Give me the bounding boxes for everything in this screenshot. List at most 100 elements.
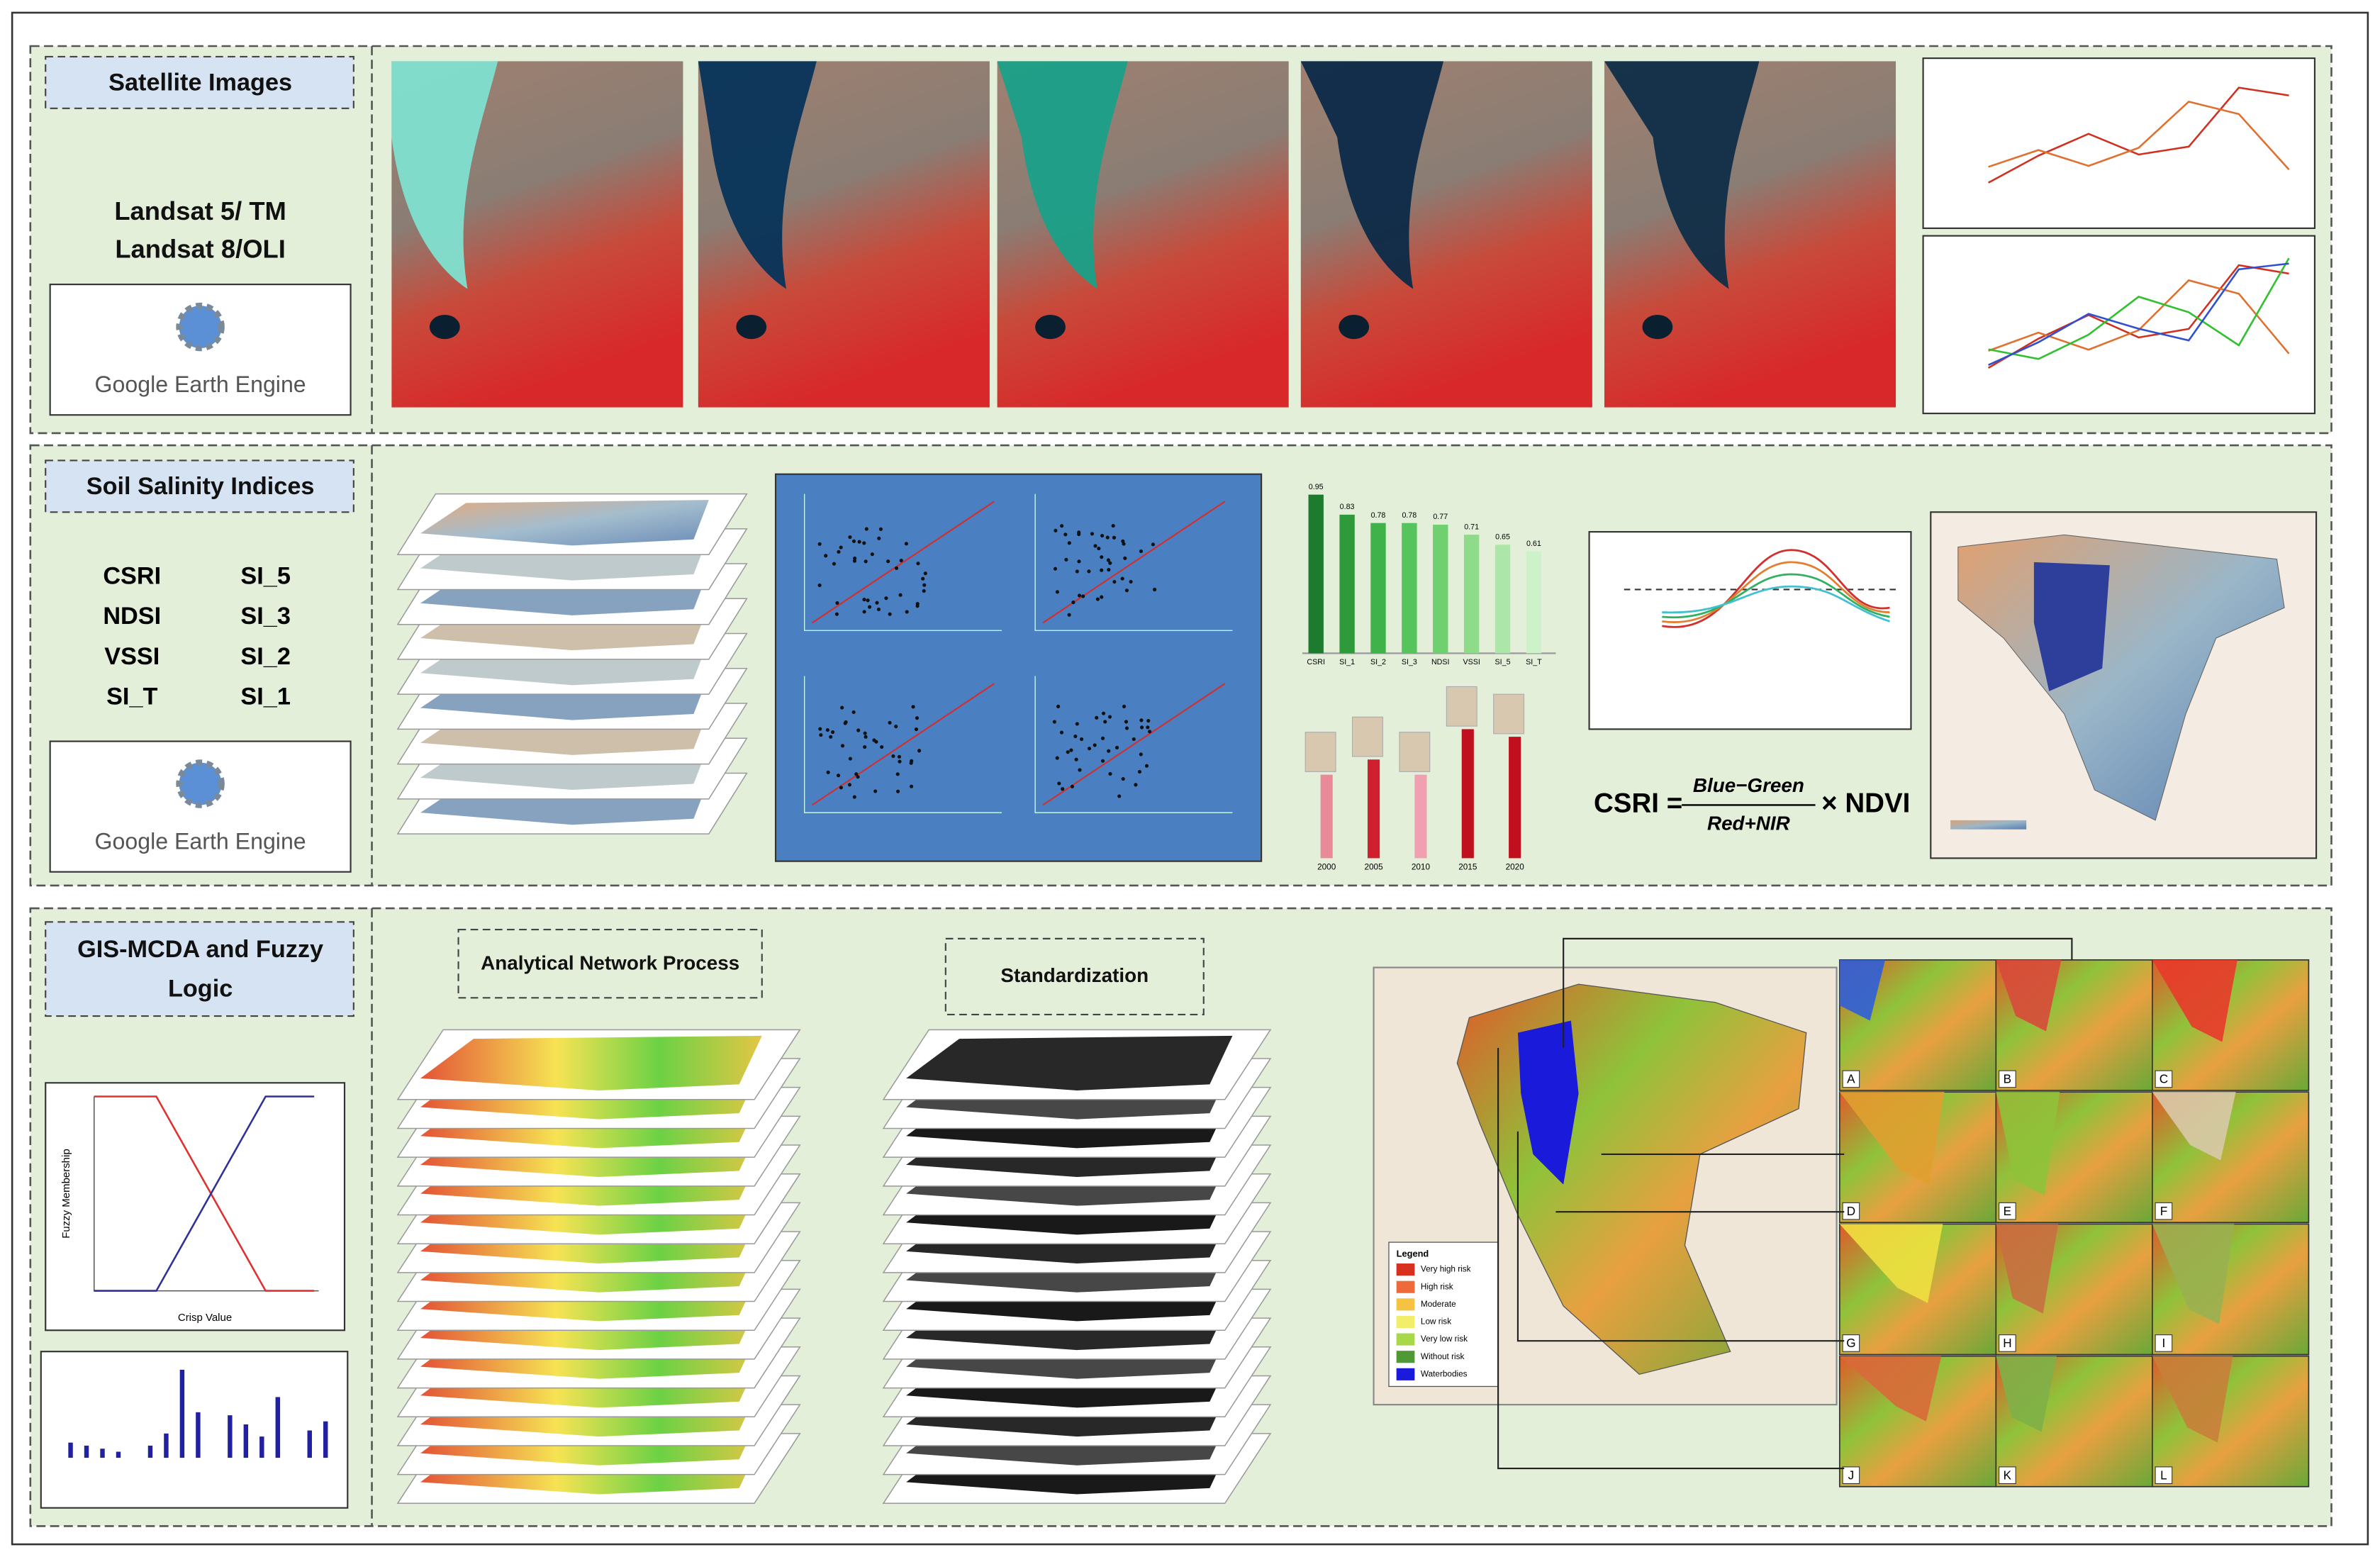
scatter-dot [1055, 590, 1059, 594]
year-bar [1461, 729, 1474, 859]
scatter-dot [1067, 541, 1071, 545]
scatter-dot [1139, 549, 1144, 553]
lake [391, 61, 498, 289]
scatter-dot [1053, 567, 1058, 571]
scatter-dot [829, 735, 833, 739]
scatter-dot [839, 545, 843, 549]
small-lake [1642, 314, 1673, 340]
tile-label-box [2155, 1070, 2173, 1088]
bar-value: 0.95 [1309, 483, 1324, 491]
tile-label-box [1999, 1466, 2016, 1485]
tile-label: B [2004, 1072, 2011, 1086]
bar-label: SI_5 [1495, 658, 1511, 666]
legend-swatch [1396, 1333, 1415, 1346]
formula: Blue−Green [1693, 774, 1804, 796]
mini-line [1988, 100, 2290, 170]
bar-label: SI_1 [1339, 658, 1355, 666]
year-bar [1320, 774, 1333, 859]
scatter-dot [1117, 794, 1122, 798]
scatter-dot [878, 527, 883, 531]
scatter-dot [894, 566, 899, 570]
scatter-dot [1056, 704, 1061, 708]
year-label: 2000 [1317, 862, 1336, 871]
legend-label: Waterbodies [1421, 1369, 1468, 1378]
scatter-dot [1064, 557, 1068, 562]
scatter-dot [1061, 787, 1065, 791]
bar-label: SI_2 [1370, 658, 1386, 666]
tile-feature [1996, 1356, 2057, 1432]
bar-label: CSRI [1307, 658, 1325, 666]
scatter-dot [1108, 771, 1112, 776]
scatter-dot [1066, 750, 1070, 754]
scatter-dot [1124, 720, 1129, 724]
lake [698, 61, 817, 289]
scatter-dot [1080, 737, 1084, 742]
scatter-dot [916, 562, 920, 566]
scatter-dot [1112, 535, 1117, 540]
weight-bar [228, 1415, 233, 1458]
scatter-axes [804, 493, 1002, 631]
bar-label: SI_T [1526, 658, 1542, 666]
scatter-dot [1134, 783, 1138, 787]
scatter-dot [1057, 781, 1061, 786]
scatter-dot [1070, 784, 1075, 788]
tile-label: H [2003, 1336, 2011, 1350]
scatter-dot [1073, 734, 1078, 739]
scatter-dot [832, 562, 837, 566]
scatter-dot [824, 554, 828, 558]
mini-line [1988, 262, 2289, 366]
weight-bar [116, 1451, 121, 1458]
scatter-dot [853, 556, 857, 561]
scatter-dot [921, 576, 925, 581]
scatter-dot [884, 596, 888, 601]
scatter-dot [910, 784, 914, 788]
scatter-dot [847, 783, 851, 787]
panel-title: Soil Salinity Indices [86, 473, 315, 500]
scatter-dot [1075, 569, 1079, 574]
tile-label-box [1842, 1466, 1860, 1485]
tile-feature [2152, 1224, 2235, 1324]
scatter-panel [774, 473, 1263, 862]
tile-label: L [2160, 1468, 2167, 1482]
tile-label: C [2160, 1072, 2168, 1086]
scatter-dot [830, 730, 835, 735]
scatter-dot [876, 607, 881, 612]
tile-label-box [2155, 1466, 2173, 1485]
scatter-dot [844, 720, 848, 725]
mini-chart [1922, 235, 2316, 415]
weight-bar [307, 1430, 312, 1458]
scatter-dot [1063, 532, 1068, 537]
legend-swatch [1396, 1263, 1415, 1276]
scatter-dot [873, 789, 878, 793]
small-lake [429, 314, 460, 340]
scatter-dot [1077, 530, 1081, 535]
axis-title: Fuzzy Membership [60, 1149, 72, 1238]
tile-feature [2152, 1356, 2233, 1443]
year-bar [1509, 737, 1521, 859]
scatter-dot [1144, 764, 1149, 768]
legend-label: Low risk [1421, 1317, 1451, 1327]
scatter-dot [1123, 556, 1127, 560]
formula: CSRI = [1594, 788, 1682, 819]
step-label: Analytical Network Process [481, 952, 739, 974]
weight-bar [243, 1424, 249, 1458]
tile-label: J [1848, 1468, 1855, 1482]
scatter-dot [1100, 595, 1104, 599]
bar [1339, 514, 1355, 654]
bar-label: VSSI [1463, 658, 1480, 666]
scatter-dot [914, 727, 919, 732]
scatter-dot [896, 789, 900, 793]
scatter-dot [848, 535, 852, 540]
scatter-dot [888, 612, 892, 616]
scatter-dot [1100, 533, 1105, 538]
scatter-dot [917, 749, 922, 753]
scatter-dot [1067, 613, 1071, 617]
year-label: 2010 [1412, 862, 1431, 871]
scatter-dot [1060, 524, 1064, 528]
scatter-dot [909, 761, 913, 765]
scatter-dot [1139, 752, 1143, 757]
bar-value: 0.65 [1495, 532, 1510, 541]
scatter-dot [915, 716, 920, 720]
